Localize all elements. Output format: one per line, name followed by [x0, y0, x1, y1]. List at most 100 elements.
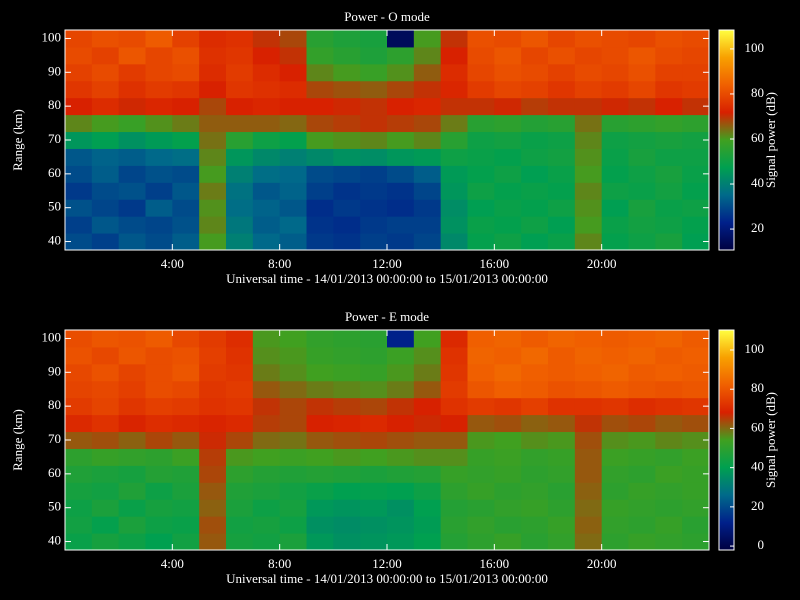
- heatmap-cell: [252, 431, 281, 449]
- heatmap-cell: [91, 97, 120, 116]
- heatmap-cell: [226, 199, 254, 217]
- colorbar-label: Signal power (dB): [763, 92, 778, 188]
- heatmap-cell: [387, 499, 415, 517]
- heatmap-cell: [682, 114, 709, 133]
- heatmap-cell: [548, 414, 576, 433]
- heatmap-cell: [628, 199, 656, 217]
- heatmap-cell: [360, 80, 388, 99]
- heatmap-cell: [360, 499, 388, 517]
- heatmap-cell: [387, 533, 415, 550]
- heatmap-cell: [387, 330, 415, 348]
- heatmap-cell: [413, 114, 442, 133]
- heatmap-cell: [172, 165, 200, 183]
- heatmap-cell: [682, 465, 709, 483]
- heatmap-cell: [65, 346, 93, 365]
- heatmap-cell: [467, 63, 495, 82]
- heatmap-cell: [91, 482, 120, 500]
- heatmap-cell: [360, 431, 388, 449]
- y-tick-label: 60: [48, 465, 61, 480]
- heatmap-cell: [333, 397, 361, 416]
- heatmap-cell: [252, 397, 281, 416]
- heatmap-cell: [145, 482, 173, 500]
- heatmap-cell: [440, 516, 468, 534]
- heatmap-cell: [226, 397, 254, 416]
- heatmap-cell: [628, 114, 656, 133]
- heatmap-cell: [333, 46, 361, 65]
- panel-title: Power - E mode: [345, 309, 429, 324]
- heatmap-cell: [145, 80, 173, 99]
- heatmap-cell: [252, 330, 281, 348]
- heatmap-cell: [655, 431, 683, 449]
- heatmap-cell: [91, 80, 120, 99]
- heatmap-cell: [467, 346, 495, 365]
- heatmap-cell: [118, 182, 146, 200]
- heatmap-cell: [252, 165, 281, 183]
- heatmap-cell: [494, 363, 522, 382]
- heatmap-cell: [252, 363, 281, 382]
- heatmap-cell: [91, 63, 120, 82]
- heatmap-cell: [252, 199, 281, 217]
- heatmap-cell: [387, 216, 415, 234]
- heatmap-cell: [145, 533, 173, 550]
- heatmap-cell: [91, 363, 120, 382]
- heatmap-cell: [387, 380, 415, 399]
- heatmap-cell: [655, 114, 683, 133]
- heatmap-cell: [226, 380, 254, 399]
- heatmap-cell: [65, 533, 93, 550]
- heatmap-cell: [574, 199, 603, 217]
- heatmap-cell: [440, 233, 468, 250]
- heatmap-cell: [252, 380, 281, 399]
- heatmap-cell: [279, 80, 307, 99]
- heatmap-cell: [494, 380, 522, 399]
- heatmap-cell: [682, 80, 709, 99]
- heatmap-cell: [145, 380, 173, 399]
- heatmap-cell: [387, 346, 415, 365]
- heatmap-cell: [252, 182, 281, 200]
- heatmap-cell: [360, 182, 388, 200]
- heatmap-cell: [91, 533, 120, 550]
- heatmap-cell: [467, 131, 495, 149]
- heatmap-cell: [467, 431, 495, 449]
- heatmap-cell: [172, 330, 200, 348]
- heatmap-cell: [333, 448, 361, 466]
- heatmap-cell: [172, 63, 200, 82]
- heatmap-cell: [226, 114, 254, 133]
- heatmap-cell: [628, 148, 656, 166]
- heatmap-cell: [628, 330, 656, 348]
- heatmap-cell: [494, 346, 522, 365]
- y-tick-label: 100: [42, 29, 62, 44]
- heatmap-cell: [199, 431, 227, 449]
- heatmap-cell: [387, 131, 415, 149]
- heatmap-cell: [306, 46, 334, 65]
- heatmap-cell: [628, 363, 656, 382]
- heatmap-cell: [279, 363, 307, 382]
- heatmap-cell: [548, 165, 576, 183]
- heatmap-cell: [628, 63, 656, 82]
- heatmap-cell: [601, 114, 629, 133]
- heatmap-cell: [118, 499, 146, 517]
- x-tick-label: 16:00: [480, 256, 510, 271]
- heatmap-cell: [279, 233, 307, 250]
- heatmap-cell: [521, 465, 549, 483]
- heatmap-cell: [521, 46, 549, 65]
- heatmap-cell: [682, 182, 709, 200]
- heatmap-cell: [682, 346, 709, 365]
- heatmap-cell: [199, 363, 227, 382]
- heatmap-cell: [601, 414, 629, 433]
- heatmap-cell: [91, 46, 120, 65]
- heatmap-cell: [145, 414, 173, 433]
- heatmap-cell: [199, 448, 227, 466]
- heatmap-cell: [387, 233, 415, 250]
- heatmap-cell: [521, 114, 549, 133]
- heatmap-cell: [118, 46, 146, 65]
- heatmap-cell: [494, 482, 522, 500]
- heatmap-cell: [306, 131, 334, 149]
- heatmap-cell: [91, 414, 120, 433]
- heatmap-cell: [494, 63, 522, 82]
- heatmap-cell: [413, 482, 442, 500]
- heatmap-cell: [521, 148, 549, 166]
- heatmap-cell: [521, 216, 549, 234]
- colorbar-frame: [718, 29, 735, 251]
- heatmap-cell: [172, 448, 200, 466]
- y-tick-label: 40: [48, 233, 61, 248]
